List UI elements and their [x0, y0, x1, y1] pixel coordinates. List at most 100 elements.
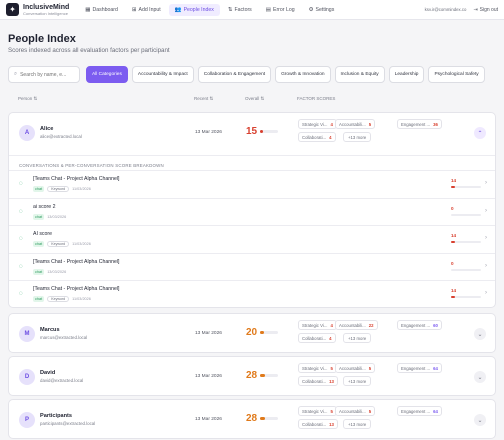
dashboard-icon: ▦	[85, 6, 91, 13]
conversation-score-bar	[451, 296, 481, 298]
expand-chevron-icon[interactable]: ⌄	[474, 328, 486, 340]
top-navigation-bar: ✦ InclusiveMind Conversation Intelligenc…	[0, 0, 504, 20]
collapse-chevron-icon[interactable]: ⌃	[474, 127, 486, 139]
search-input[interactable]	[20, 71, 77, 78]
more-factors-button[interactable]: +13 more	[343, 132, 372, 142]
factor-label: Strategic Vi...	[302, 365, 328, 371]
sign-out-icon: ⇥	[473, 6, 478, 13]
factor-label: Collaborati...	[302, 335, 327, 341]
more-factors-button[interactable]: +13 more	[343, 333, 372, 343]
category-chip[interactable]: Psychological Safety	[428, 66, 485, 83]
category-chip[interactable]: Growth & Innovation	[275, 66, 331, 83]
nav-item-factors[interactable]: ⇅ Factors	[222, 4, 258, 16]
factor-score-pill: Engagement ... 36	[397, 119, 442, 129]
category-filters: All Categories Accountability & Impact Col…	[86, 66, 485, 83]
conversation-score: 0	[451, 205, 454, 211]
chat-bubble-icon: ◌	[19, 290, 23, 297]
nav-item-dashboard[interactable]: ▦ Dashboard	[79, 4, 124, 16]
factor-label: Engagement ...	[401, 121, 431, 127]
person-row[interactable]: M Marcus marcus@extracted.local 13 Mar 2026…	[9, 314, 497, 354]
conversation-row[interactable]: ◌ [Teams Chat - Project Alpha Channel] cha…	[9, 281, 495, 309]
person-card: D David david@extracted.local 13 Mar 2026 28…	[8, 356, 496, 396]
expand-chevron-icon[interactable]: ⌄	[474, 414, 486, 426]
conversation-score-bar-fill	[451, 241, 456, 243]
chat-bubble-icon: ◌	[19, 207, 23, 215]
brand: InclusiveMind Conversation Intelligence	[23, 4, 69, 16]
search-box[interactable]: ⌕	[8, 66, 80, 83]
person-row[interactable]: A Alice alice@extracted.local 13 Mar 2026 15…	[9, 113, 497, 153]
divider	[9, 280, 495, 281]
column-header-recent[interactable]: Recent ⇅	[194, 96, 214, 101]
column-header-person[interactable]: Person ⇅	[18, 96, 38, 101]
conversation-score-bar	[451, 241, 481, 243]
chevron-right-icon[interactable]: ›	[485, 235, 487, 241]
factor-label: Strategic Vi...	[302, 408, 328, 414]
recent-date: 13 Mar 2026	[195, 417, 222, 422]
conversation-row[interactable]: ◌ [Teams Chat - Project Alpha Channel] cha…	[9, 171, 495, 199]
column-header-overall[interactable]: Overall ⇅	[245, 96, 265, 101]
source-badge: chat	[33, 268, 45, 275]
sign-out-label: Sign out	[479, 6, 498, 13]
nav-item-label: People Index	[183, 6, 214, 13]
factors-icon: ⇅	[227, 6, 233, 13]
divider	[9, 155, 495, 156]
overall-score-value: 28	[246, 413, 258, 424]
category-chip[interactable]: Inclusion & Equity	[334, 66, 385, 83]
overall-score: 28	[246, 370, 279, 381]
conversation-score: 14	[451, 233, 457, 238]
factor-value: 36	[433, 121, 438, 127]
divider	[9, 252, 495, 254]
person-email: participants@extracted.local	[40, 421, 96, 426]
chevron-right-icon[interactable]: ›	[485, 262, 487, 269]
conversation-row[interactable]: ◌ [Teams Chat - Project Alpha Channel] cha…	[9, 254, 495, 282]
more-factors-button[interactable]: +13 more	[343, 419, 372, 429]
more-factors-button[interactable]: +13 more	[343, 376, 372, 386]
category-chip[interactable]: Leadership	[388, 66, 425, 83]
chevron-right-icon[interactable]: ›	[485, 290, 487, 296]
factor-label: Strategic Vi...	[302, 322, 328, 328]
person-row[interactable]: P Participants participants@extracted.loca…	[9, 400, 497, 440]
chat-bubble-icon: ◌	[19, 235, 23, 242]
sign-out-button[interactable]: ⇥ Sign out	[473, 7, 498, 13]
category-chip[interactable]: Collaboration & Engagement	[197, 66, 272, 83]
nav-item-error-log[interactable]: ▤ Error Log	[260, 4, 301, 16]
nav-item-settings[interactable]: ⚙ Settings	[303, 4, 341, 16]
nav-item-label: Add Input	[138, 6, 161, 13]
conversation-score-bar	[451, 213, 481, 216]
conversation-row[interactable]: ◌ ai score 2 chat 13/03/2026 0 ›	[9, 199, 495, 227]
conversation-row[interactable]: ◌ AI score chat Keyword 11/03/2026 14 ›	[9, 226, 495, 254]
nav-item-add-input[interactable]: ⊞ Add Input	[126, 4, 167, 16]
nav-item-label: Error Log	[272, 6, 295, 13]
nav-item-people-index[interactable]: 👥 People Index	[168, 3, 220, 16]
overall-score-bar	[260, 130, 279, 133]
divider	[9, 197, 495, 199]
conversation-title: [Teams Chat - Project Alpha Channel]	[33, 176, 120, 182]
conversation-meta: chat 13/03/2026	[33, 213, 66, 220]
factor-value: 4	[330, 322, 333, 328]
person-name: David	[40, 370, 56, 376]
expand-chevron-icon[interactable]: ⌄	[474, 371, 486, 383]
factor-score-pill: Engagement ... 64	[397, 363, 442, 373]
factor-label: Accountabili...	[339, 408, 366, 414]
category-chip[interactable]: All Categories	[86, 66, 128, 83]
conversation-title: AI score	[33, 231, 53, 237]
avatar: D	[19, 369, 35, 385]
conversation-title: ai score 2	[33, 203, 56, 210]
source-badge: chat	[33, 296, 45, 302]
chevron-right-icon[interactable]: ›	[485, 207, 487, 214]
factor-score-pill: Collaborati... 4	[298, 132, 336, 142]
add-icon: ⊞	[131, 6, 137, 13]
person-row[interactable]: D David david@extracted.local 13 Mar 2026 28…	[9, 357, 497, 397]
category-chip[interactable]: Accountability & Impact	[131, 66, 194, 83]
source-badge: chat	[33, 213, 45, 220]
person-card: M Marcus marcus@extracted.local 13 Mar 2026…	[8, 313, 496, 353]
factor-value: 5	[330, 408, 333, 414]
chat-bubble-icon: ◌	[19, 262, 23, 270]
overall-score-bar	[260, 417, 279, 420]
recent-date: 13 Mar 2026	[195, 130, 222, 135]
conversation-score: 0	[451, 260, 454, 266]
person-card: P Participants participants@extracted.loca…	[8, 399, 496, 439]
factor-value: 5	[368, 408, 372, 414]
page-subtitle: Scores indexed across all evaluation fac…	[8, 47, 170, 54]
chevron-right-icon[interactable]: ›	[485, 180, 487, 186]
